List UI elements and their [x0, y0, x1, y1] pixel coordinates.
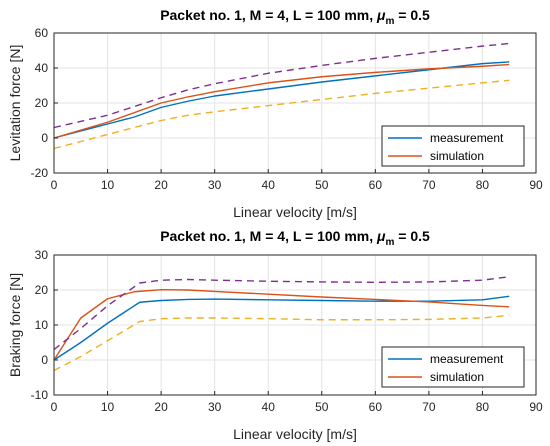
legend-label-simulation: simulation [430, 149, 484, 163]
series-line-simulation [53, 288, 510, 361]
y-tick-label: 10 [35, 318, 49, 332]
legend-label-simulation: simulation [430, 370, 484, 384]
x-tick-label: 80 [476, 178, 490, 192]
dashed-bound-line-3 [53, 276, 510, 351]
x-tick-label: 90 [529, 178, 543, 192]
x-tick-label: 60 [369, 400, 383, 414]
y-tick-label: 0 [41, 353, 48, 367]
y-tick-label: -20 [31, 166, 49, 180]
x-tick-label: 50 [315, 400, 329, 414]
x-tick-label: 80 [476, 400, 490, 414]
x-tick-label: 50 [315, 178, 329, 192]
y-tick-label: 30 [35, 248, 49, 262]
series-line-simulation [53, 63, 510, 139]
x-tick-label: 10 [101, 178, 115, 192]
x-tick-label: 20 [154, 178, 168, 192]
x-axis-label: Linear velocity [m/s] [233, 204, 357, 220]
x-tick-label: 30 [208, 400, 222, 414]
x-tick-label: 30 [208, 178, 222, 192]
dashed-bound-line-3 [53, 42, 510, 129]
y-tick-label: 20 [35, 96, 49, 110]
x-tick-label: 0 [51, 400, 58, 414]
series-line-measurement [53, 61, 510, 139]
y-axis-label: Braking force [N] [7, 273, 23, 377]
dashed-bound-line-4 [53, 314, 510, 372]
y-axis-label: Levitation force [N] [7, 45, 23, 162]
x-axis-label: Linear velocity [m/s] [233, 426, 357, 442]
x-tick-label: 40 [262, 178, 276, 192]
legend-label-measurement: measurement [430, 352, 504, 366]
legend-label-measurement: measurement [430, 131, 504, 145]
legend: measurement simulation [381, 346, 525, 388]
x-tick-label: 70 [422, 178, 436, 192]
y-tick-label: 0 [41, 131, 48, 145]
x-tick-label: 90 [529, 400, 543, 414]
y-tick-label: 60 [35, 26, 49, 40]
y-tick-label: 40 [35, 61, 49, 75]
x-tick-label: 20 [154, 400, 168, 414]
x-tick-label: 0 [51, 178, 58, 192]
x-tick-label: 10 [101, 400, 115, 414]
legend-box [381, 125, 525, 167]
x-tick-label: 40 [262, 400, 276, 414]
y-tick-label: 20 [35, 283, 49, 297]
x-tick-label: 60 [369, 178, 383, 192]
chart-title: Packet no. 1, M = 4, L = 100 mm, μm = 0.… [160, 7, 430, 27]
legend: measurement simulation [381, 125, 525, 167]
y-tick-label: -10 [31, 388, 49, 402]
x-tick-label: 70 [422, 400, 436, 414]
legend-box [381, 346, 525, 388]
chart-title: Packet no. 1, M = 4, L = 100 mm, μm = 0.… [160, 228, 430, 248]
